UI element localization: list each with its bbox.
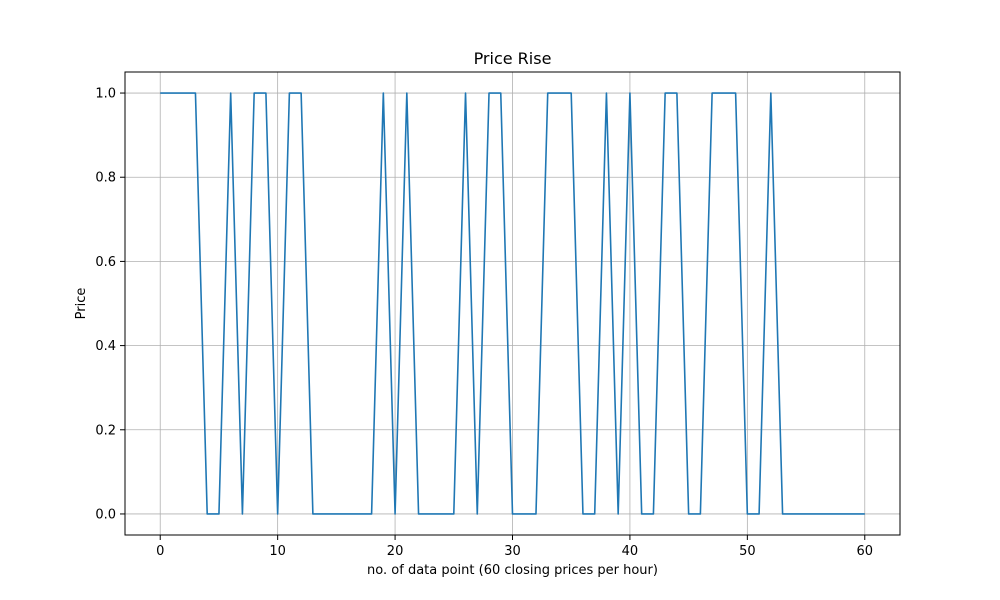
x-tick-label: 0: [156, 544, 164, 559]
y-tick-label: 0.6: [95, 255, 116, 270]
x-tick-label: 20: [387, 544, 404, 559]
x-tick-label: 60: [856, 544, 873, 559]
y-tick-label: 0.0: [95, 507, 116, 522]
series-line: [160, 92, 865, 515]
x-tick-label: 50: [739, 544, 756, 559]
y-tick-label: 1.0: [95, 87, 116, 102]
x-tick-label: 40: [622, 544, 639, 559]
y-axis-title: Price: [74, 288, 89, 320]
x-axis-title: no. of data point (60 closing prices per…: [367, 563, 658, 578]
y-tick-label: 0.4: [95, 339, 116, 354]
axis-ticks: 0 10 20 30 40 50 60 0.0 0.2 0.4 0.6 0.8 1.0: [95, 87, 873, 559]
y-tick-label: 0.8: [95, 171, 116, 186]
series-layer: [160, 92, 865, 515]
y-tick-label: 0.2: [95, 423, 116, 438]
x-tick-label: 30: [504, 544, 521, 559]
chart-title: Price Rise: [474, 49, 552, 68]
x-tick-label: 10: [269, 544, 286, 559]
